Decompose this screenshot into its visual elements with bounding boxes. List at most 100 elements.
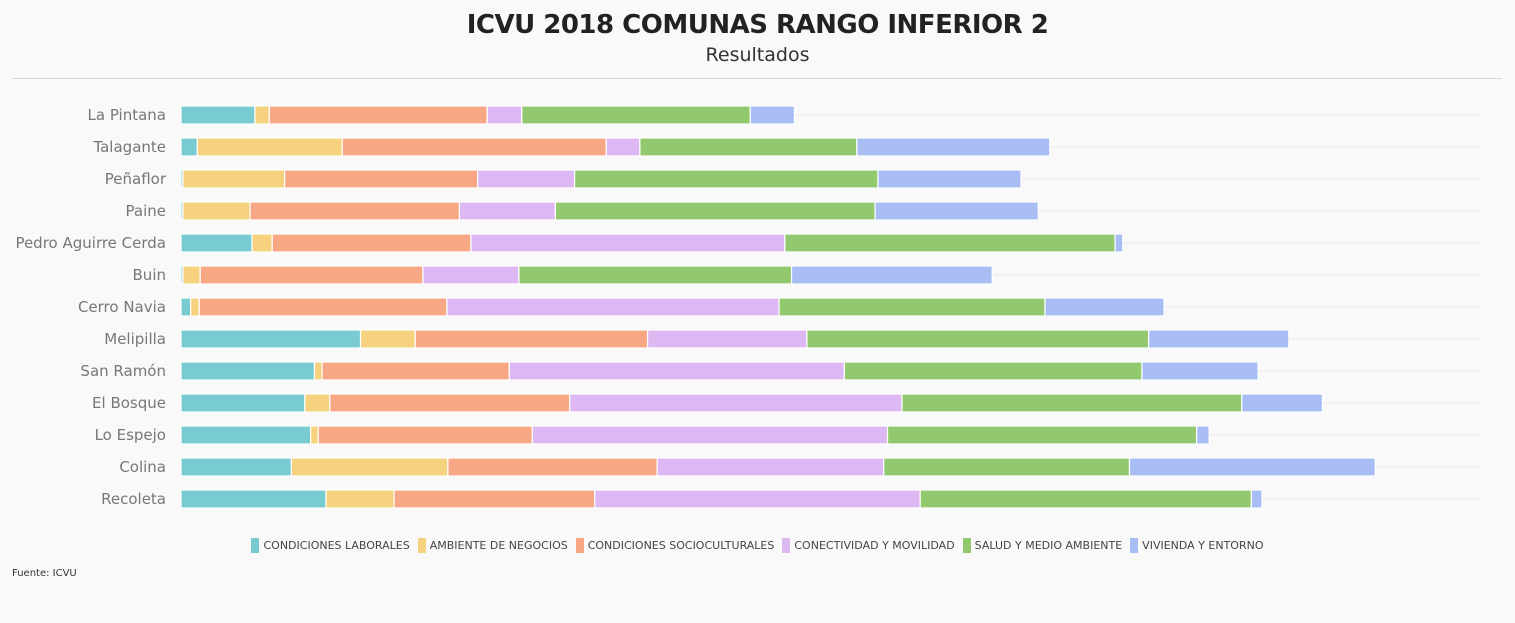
bar-segment[interactable] [1241,393,1324,413]
legend-label: CONDICIONES SOCIOCULTURALES [587,539,775,552]
bar-segment[interactable] [182,169,286,189]
legend-label: VIVIENDA Y ENTORNO [1142,539,1264,552]
bar-segment[interactable] [317,425,533,445]
bar-segment[interactable] [180,233,253,253]
bar-segment[interactable] [470,233,786,253]
bar-segment[interactable] [271,233,472,253]
bar-segment[interactable] [196,137,343,157]
bar-segment[interactable] [393,489,596,509]
bar-segment[interactable] [569,393,903,413]
bar-segment[interactable] [886,425,1198,445]
legend-swatch [575,538,584,553]
bar-segment[interactable] [605,137,641,157]
bar-segment[interactable] [646,329,808,349]
chart-legend: CONDICIONES LABORALES AMBIENTE DE NEGOCIO… [0,538,1515,553]
bar-segment[interactable] [749,105,796,125]
category-label: Peñaflor [105,170,167,188]
legend-item[interactable]: VIVIENDA Y ENTORNO [1130,538,1264,553]
bar-segment[interactable] [180,329,362,349]
chart-subtitle: Resultados [705,44,810,66]
bar-segment[interactable] [901,393,1243,413]
legend-item[interactable]: CONECTIVIDAD Y MOVILIDAD [782,538,955,553]
bar-segment[interactable] [414,329,649,349]
bar-segment[interactable] [874,201,1039,221]
category-label: Paine [126,202,166,220]
legend-item[interactable]: CONDICIONES SOCIOCULTURALES [575,538,775,553]
bar-segment[interactable] [180,137,198,157]
bar-segment[interactable] [268,105,488,125]
bar-segment[interactable] [877,169,1022,189]
bar-segment[interactable] [594,489,921,509]
bar-segment[interactable] [180,457,293,477]
bar-segment[interactable] [341,137,607,157]
category-label: Cerro Navia [78,298,166,316]
bar-segment[interactable] [180,393,306,413]
category-label: Talagante [92,138,166,156]
bar-segment[interactable] [198,297,448,317]
source-note: Fuente: ICVU [12,568,77,579]
bar-segment[interactable] [531,425,889,445]
bar-segment[interactable] [304,393,331,413]
bar-segment[interactable] [883,457,1131,477]
bar-segment[interactable] [1141,361,1259,381]
legend-label: SALUD Y MEDIO AMBIENTE [974,539,1123,552]
bar-segment[interactable] [554,201,876,221]
legend-item[interactable]: AMBIENTE DE NEGOCIOS [417,538,568,553]
bar-segment[interactable] [458,201,556,221]
bar-segment[interactable] [310,425,319,445]
bar-segment[interactable] [843,361,1143,381]
category-label: El Bosque [92,394,166,412]
legend-label: AMBIENTE DE NEGOCIOS [429,539,568,552]
bar-segment[interactable] [508,361,845,381]
bar-segment[interactable] [806,329,1150,349]
bar-segment[interactable] [784,233,1116,253]
legend-swatch [962,538,971,553]
bar-segment[interactable] [251,233,273,253]
bar-segment[interactable] [1196,425,1210,445]
bar-segment[interactable] [180,489,327,509]
bar-segment[interactable] [778,297,1046,317]
bar-segment[interactable] [199,265,424,285]
legend-item[interactable]: SALUD Y MEDIO AMBIENTE [962,538,1123,553]
bar-segment[interactable] [180,297,192,317]
bar-segment[interactable] [190,297,200,317]
bar-segment[interactable] [182,201,251,221]
bar-segment[interactable] [254,105,270,125]
bar-segment[interactable] [180,105,256,125]
bar-segment[interactable] [180,361,316,381]
bar-segment[interactable] [486,105,523,125]
bar-segment[interactable] [313,361,323,381]
bar-segment[interactable] [321,361,510,381]
bar-segment[interactable] [518,265,793,285]
bar-segment[interactable] [1148,329,1290,349]
bar-segment[interactable] [422,265,520,285]
bar-segment[interactable] [477,169,576,189]
bar-segment[interactable] [856,137,1051,157]
bar-segment[interactable] [1250,489,1263,509]
bar-segment[interactable] [284,169,479,189]
bar-segment[interactable] [1114,233,1124,253]
bar-segment[interactable] [521,105,751,125]
bar-segment[interactable] [639,137,858,157]
bar-segment[interactable] [1044,297,1165,317]
bar-segment[interactable] [359,329,416,349]
bar-segment[interactable] [1128,457,1376,477]
bar-segment[interactable] [182,265,201,285]
bar-segment[interactable] [329,393,571,413]
bar-segment[interactable] [325,489,395,509]
category-label: Melipilla [104,330,166,348]
bar-segment[interactable] [919,489,1253,509]
bar-segment[interactable] [180,425,312,445]
bar-segment[interactable] [573,169,879,189]
bar-segment[interactable] [447,457,658,477]
bar-segment[interactable] [790,265,993,285]
bar-segment[interactable] [446,297,780,317]
bar-segment[interactable] [290,457,449,477]
legend-item[interactable]: CONDICIONES LABORALES [251,538,410,553]
legend-swatch [1130,538,1139,553]
legend-swatch [251,538,260,553]
category-label: Colina [119,458,166,476]
category-label: La Pintana [88,106,166,124]
bar-segment[interactable] [249,201,460,221]
bar-segment[interactable] [656,457,885,477]
